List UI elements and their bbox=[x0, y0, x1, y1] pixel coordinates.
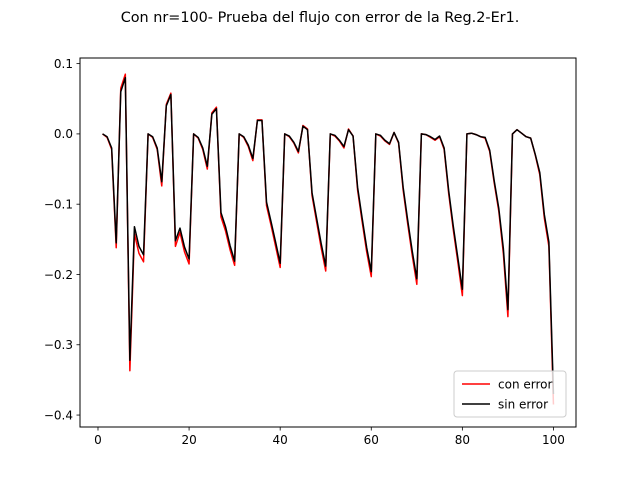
y-tick-label: 0.0 bbox=[54, 127, 73, 141]
chart-title: Con nr=100- Prueba del flujo con error d… bbox=[121, 10, 520, 26]
series-line-1 bbox=[102, 76, 555, 394]
plot-area-frame bbox=[79, 57, 577, 428]
x-tick-label: 100 bbox=[542, 433, 565, 447]
y-tick-label: −0.3 bbox=[44, 338, 73, 352]
legend: con error sin error bbox=[453, 370, 567, 418]
x-tick-label: 40 bbox=[273, 433, 288, 447]
series-layer bbox=[102, 73, 555, 405]
legend-label-0: con error bbox=[498, 377, 552, 391]
x-tick-label: 20 bbox=[181, 433, 196, 447]
x-axis: 0 20 40 60 80 100 bbox=[94, 427, 565, 447]
y-tick-label: −0.4 bbox=[44, 408, 73, 422]
x-tick-label: 0 bbox=[94, 433, 102, 447]
x-tick-label: 80 bbox=[455, 433, 470, 447]
legend-frame bbox=[453, 370, 567, 418]
y-axis: −0.4 −0.3 −0.2 −0.1 0.0 0.1 bbox=[44, 57, 80, 422]
y-tick-label: 0.1 bbox=[54, 57, 73, 71]
y-tick-label: −0.1 bbox=[44, 197, 73, 211]
x-tick-label: 60 bbox=[364, 433, 379, 447]
y-tick-label: −0.2 bbox=[44, 268, 73, 282]
legend-label-1: sin error bbox=[498, 397, 548, 411]
